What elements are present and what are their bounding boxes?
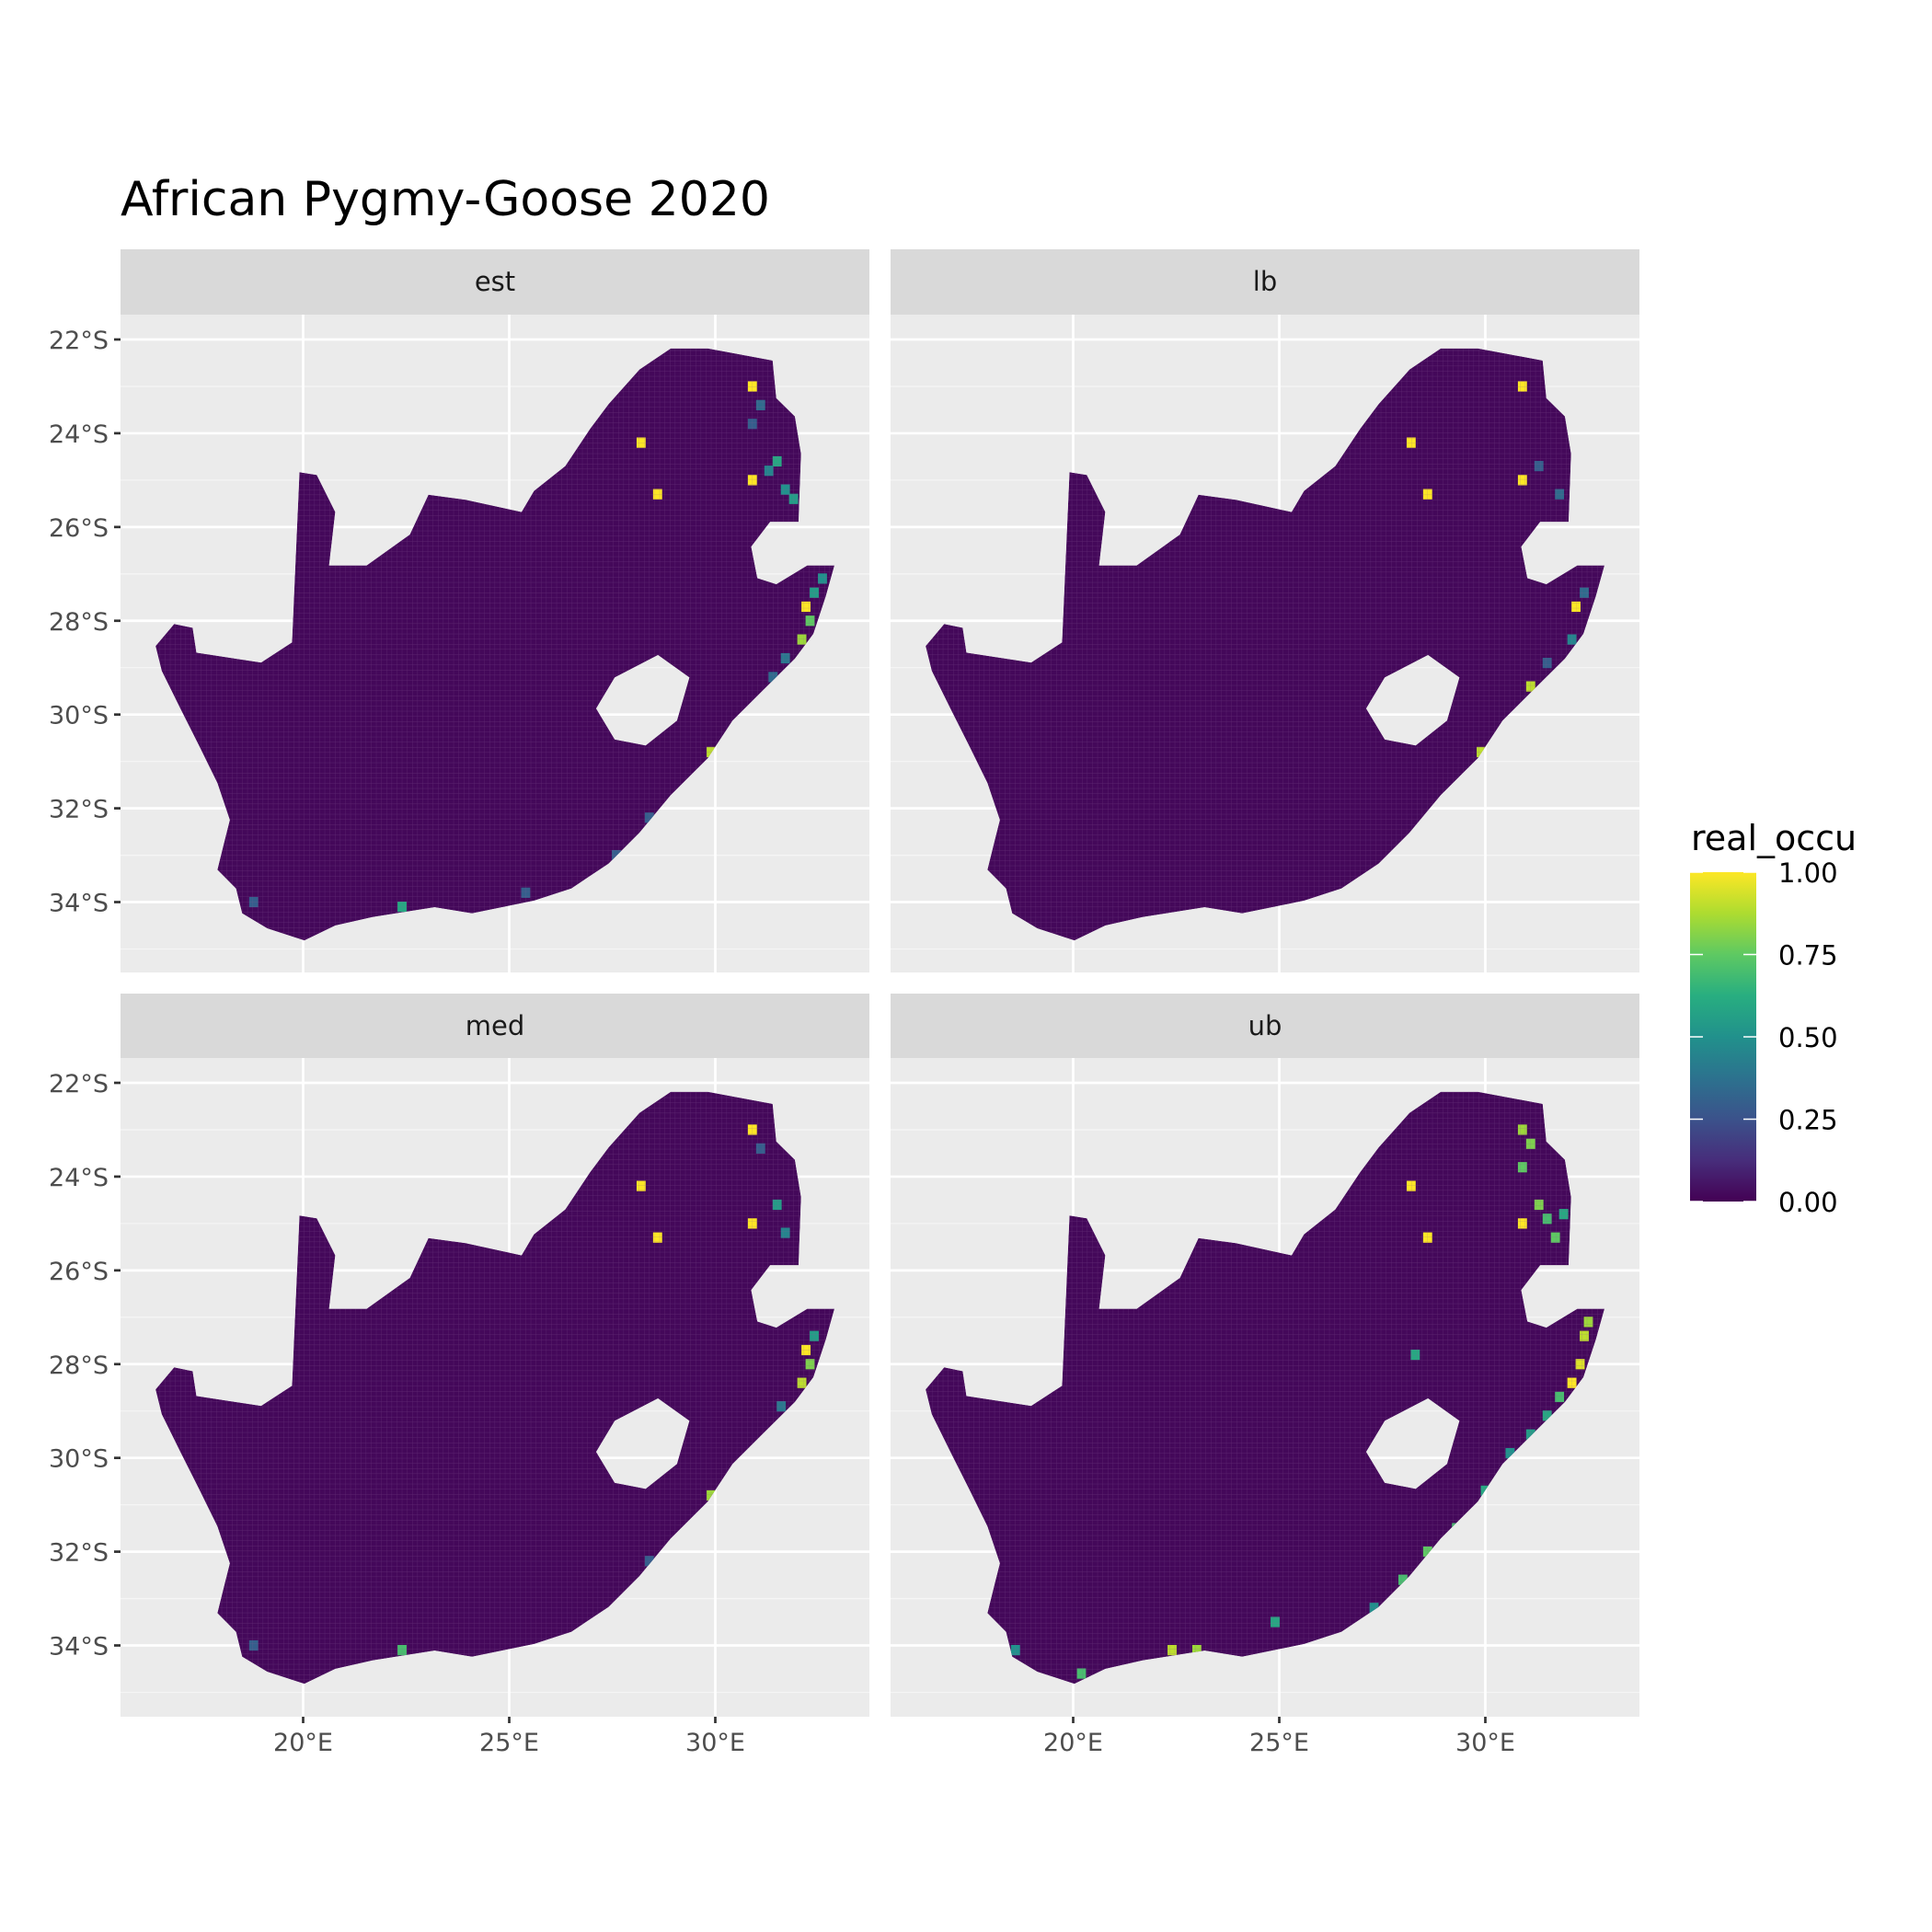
- x-tick-label: 30°E: [1455, 1729, 1515, 1757]
- panel-est: est 22°S 24°S 26°S 28°S 30°S 32°S 34°S: [49, 249, 869, 972]
- legend-tick-label: 0.75: [1778, 940, 1838, 972]
- y-tick-label: 28°S: [49, 608, 109, 637]
- chart-title: African Pygmy-Goose 2020: [121, 172, 770, 227]
- legend: real_occu 0.00 0.25 0.50 0.75 1.00: [1690, 818, 1857, 1218]
- y-tick-label: 30°S: [49, 1445, 109, 1474]
- facet-strip: [891, 249, 1639, 315]
- facet-label: lb: [1253, 266, 1277, 297]
- y-tick-label: 24°S: [49, 420, 109, 449]
- legend-tick-label: 1.00: [1778, 857, 1838, 889]
- facet-label: med: [466, 1010, 525, 1041]
- y-tick-label: 26°S: [49, 514, 109, 543]
- legend-title: real_occu: [1691, 818, 1857, 858]
- y-tick-label: 28°S: [49, 1351, 109, 1380]
- x-tick-label: 20°E: [1043, 1729, 1103, 1757]
- y-tick-label: 32°S: [49, 1539, 109, 1568]
- legend-tick-label: 0.00: [1778, 1187, 1838, 1218]
- legend-tick-label: 0.50: [1778, 1022, 1838, 1053]
- x-tick-label: 25°E: [479, 1729, 539, 1757]
- y-tick-label: 32°S: [49, 796, 109, 824]
- x-tick-label: 25°E: [1249, 1729, 1309, 1757]
- y-tick-label: 22°S: [49, 1070, 109, 1098]
- y-tick-label: 24°S: [49, 1164, 109, 1192]
- facet-strip: [121, 994, 869, 1058]
- x-tick-label: 30°E: [685, 1729, 745, 1757]
- facet-label: est: [475, 266, 515, 297]
- facet-strip: [891, 994, 1639, 1058]
- y-tick-label: 22°S: [49, 327, 109, 355]
- y-tick-label: 34°S: [49, 1633, 109, 1662]
- facet-strip: [121, 249, 869, 315]
- panel-ub: ub 20°E 25°E 30°E: [891, 994, 1639, 1757]
- x-tick-label: 20°E: [273, 1729, 333, 1757]
- y-tick-label: 30°S: [49, 702, 109, 730]
- y-tick-label: 26°S: [49, 1258, 109, 1286]
- legend-tick-label: 0.25: [1778, 1105, 1838, 1136]
- facet-label: ub: [1248, 1010, 1282, 1041]
- y-tick-label: 34°S: [49, 890, 109, 918]
- panel-med: med 22°S 24°S 26°S 28°S 30°S 32°S 34°S 20°E 25°E 3…: [49, 994, 869, 1757]
- panel-lb: lb: [891, 249, 1639, 972]
